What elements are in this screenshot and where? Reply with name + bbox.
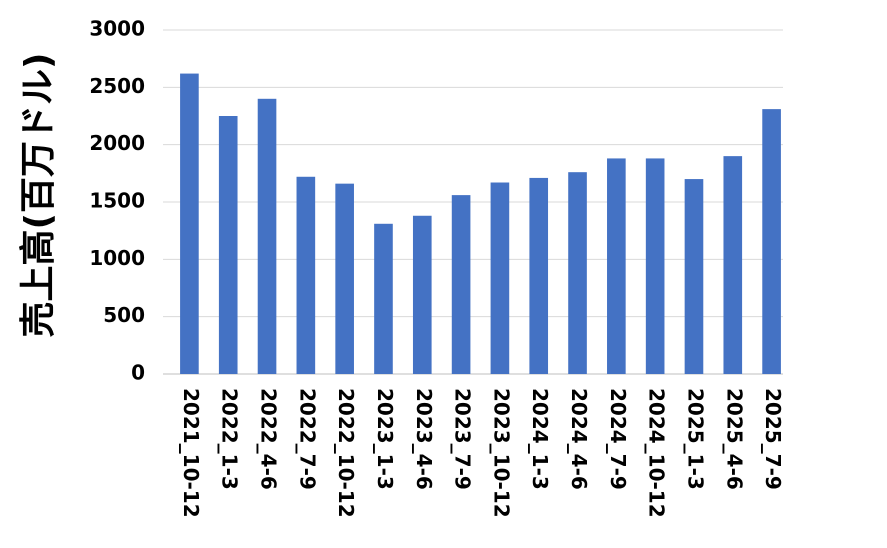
y-tick-label: 1000 xyxy=(89,246,145,270)
bar xyxy=(723,156,743,374)
bar xyxy=(374,223,393,374)
bar xyxy=(529,177,549,374)
bar xyxy=(180,73,199,374)
x-tick-label: 2024_10-12 xyxy=(645,388,669,518)
x-tick-label: 2022_7-9 xyxy=(295,388,319,490)
x-tick-label: 2024_7-9 xyxy=(606,388,630,490)
bar xyxy=(257,98,277,375)
y-tick-label: 3000 xyxy=(89,17,145,41)
bar xyxy=(645,158,665,374)
x-tick-label: 2023_10-12 xyxy=(489,388,513,518)
x-tick-label: 2022_4-6 xyxy=(257,388,281,490)
y-axis-title: 売上高(百万ドル) xyxy=(18,53,59,338)
y-tick-label: 500 xyxy=(103,303,145,327)
x-tick-label: 2022_1-3 xyxy=(218,388,242,490)
bar xyxy=(684,179,704,374)
bar xyxy=(335,183,354,374)
y-tick-label: 2000 xyxy=(89,131,145,155)
bar xyxy=(412,215,432,374)
bar xyxy=(296,176,316,374)
x-tick-label: 2023_7-9 xyxy=(451,388,475,490)
bar xyxy=(568,172,587,374)
bar xyxy=(451,195,471,374)
bar xyxy=(218,116,238,374)
y-tick-label: 0 xyxy=(131,361,145,385)
x-tick-label: 2025_7-9 xyxy=(761,388,785,490)
x-tick-label: 2024_4-6 xyxy=(567,388,591,490)
x-tick-label: 2021_10-12 xyxy=(179,388,203,518)
y-tick-label: 2500 xyxy=(89,74,145,98)
x-tick-label: 2025_1-3 xyxy=(683,388,707,490)
y-tick-label: 1500 xyxy=(89,189,145,213)
bar xyxy=(490,182,510,374)
x-tick-label: 2022_10-12 xyxy=(334,388,358,518)
x-tick-label: 2025_4-6 xyxy=(722,388,746,490)
bar xyxy=(762,109,781,375)
x-tick-label: 2023_1-3 xyxy=(373,388,397,490)
bar xyxy=(607,158,626,374)
x-tick-label: 2024_1-3 xyxy=(528,388,552,490)
x-tick-label: 2023_4-6 xyxy=(412,388,436,490)
